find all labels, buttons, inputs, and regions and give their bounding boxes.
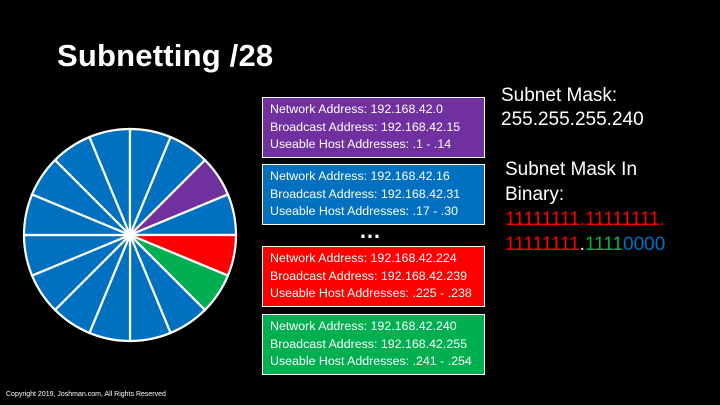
broadcast-address: Broadcast Address: 192.168.42.255 — [270, 336, 468, 351]
host-range: Useable Host Addresses: .241 - .254 — [270, 354, 472, 368]
binary-subnet-bits: 1111 — [584, 234, 623, 255]
broadcast-address: Broadcast Address: 192.168.42.31 — [270, 186, 461, 201]
slide-title: Subnetting /28 — [57, 38, 274, 73]
subnet-mask-value: 255.255.255.240 — [501, 109, 644, 130]
network-address: Network Address: 192.168.42.0 — [270, 102, 443, 116]
broadcast-address: Broadcast Address: 192.168.42.239 — [270, 268, 468, 283]
copyright-notice: Copyright 2019, Joshman.com, All Rights … — [6, 391, 166, 398]
binary-line-2: 11111111.11110000 — [505, 232, 665, 257]
subnet-box-3: Network Address: 192.168.42.240 Broadcas… — [262, 314, 485, 375]
binary-host-bits: 0000 — [623, 234, 666, 255]
binary-mask-label: Subnet Mask In Binary: — [505, 159, 638, 205]
network-address: Network Address: 192.168.42.16 — [270, 169, 450, 183]
subnet-pie-chart — [22, 127, 238, 343]
pie-slice — [128, 135, 207, 236]
binary-network-octet: 11111111 — [505, 234, 580, 255]
subnet-box-0: Network Address: 192.168.42.0 Broadcast … — [262, 97, 485, 158]
network-address: Network Address: 192.168.42.240 — [270, 319, 457, 333]
host-range: Useable Host Addresses: .17 - .30 — [270, 204, 459, 218]
subnet-box-2: Network Address: 192.168.42.224 Broadcas… — [262, 246, 485, 307]
binary-dot: . — [579, 234, 585, 255]
binary-line-1: 11111111.11111111. — [505, 209, 665, 230]
subnet-box-1: Network Address: 192.168.42.16 Broadcast… — [262, 164, 485, 225]
host-range: Useable Host Addresses: .1 - .14 — [270, 137, 452, 151]
network-address: Network Address: 192.168.42.224 — [270, 251, 457, 265]
host-range: Useable Host Addresses: .225 - .238 — [270, 286, 472, 300]
broadcast-address: Broadcast Address: 192.168.42.15 — [270, 119, 461, 134]
subnet-mask-label: Subnet Mask: — [501, 85, 618, 106]
pie-slice — [129, 233, 230, 312]
ellipsis: … — [359, 218, 382, 243]
